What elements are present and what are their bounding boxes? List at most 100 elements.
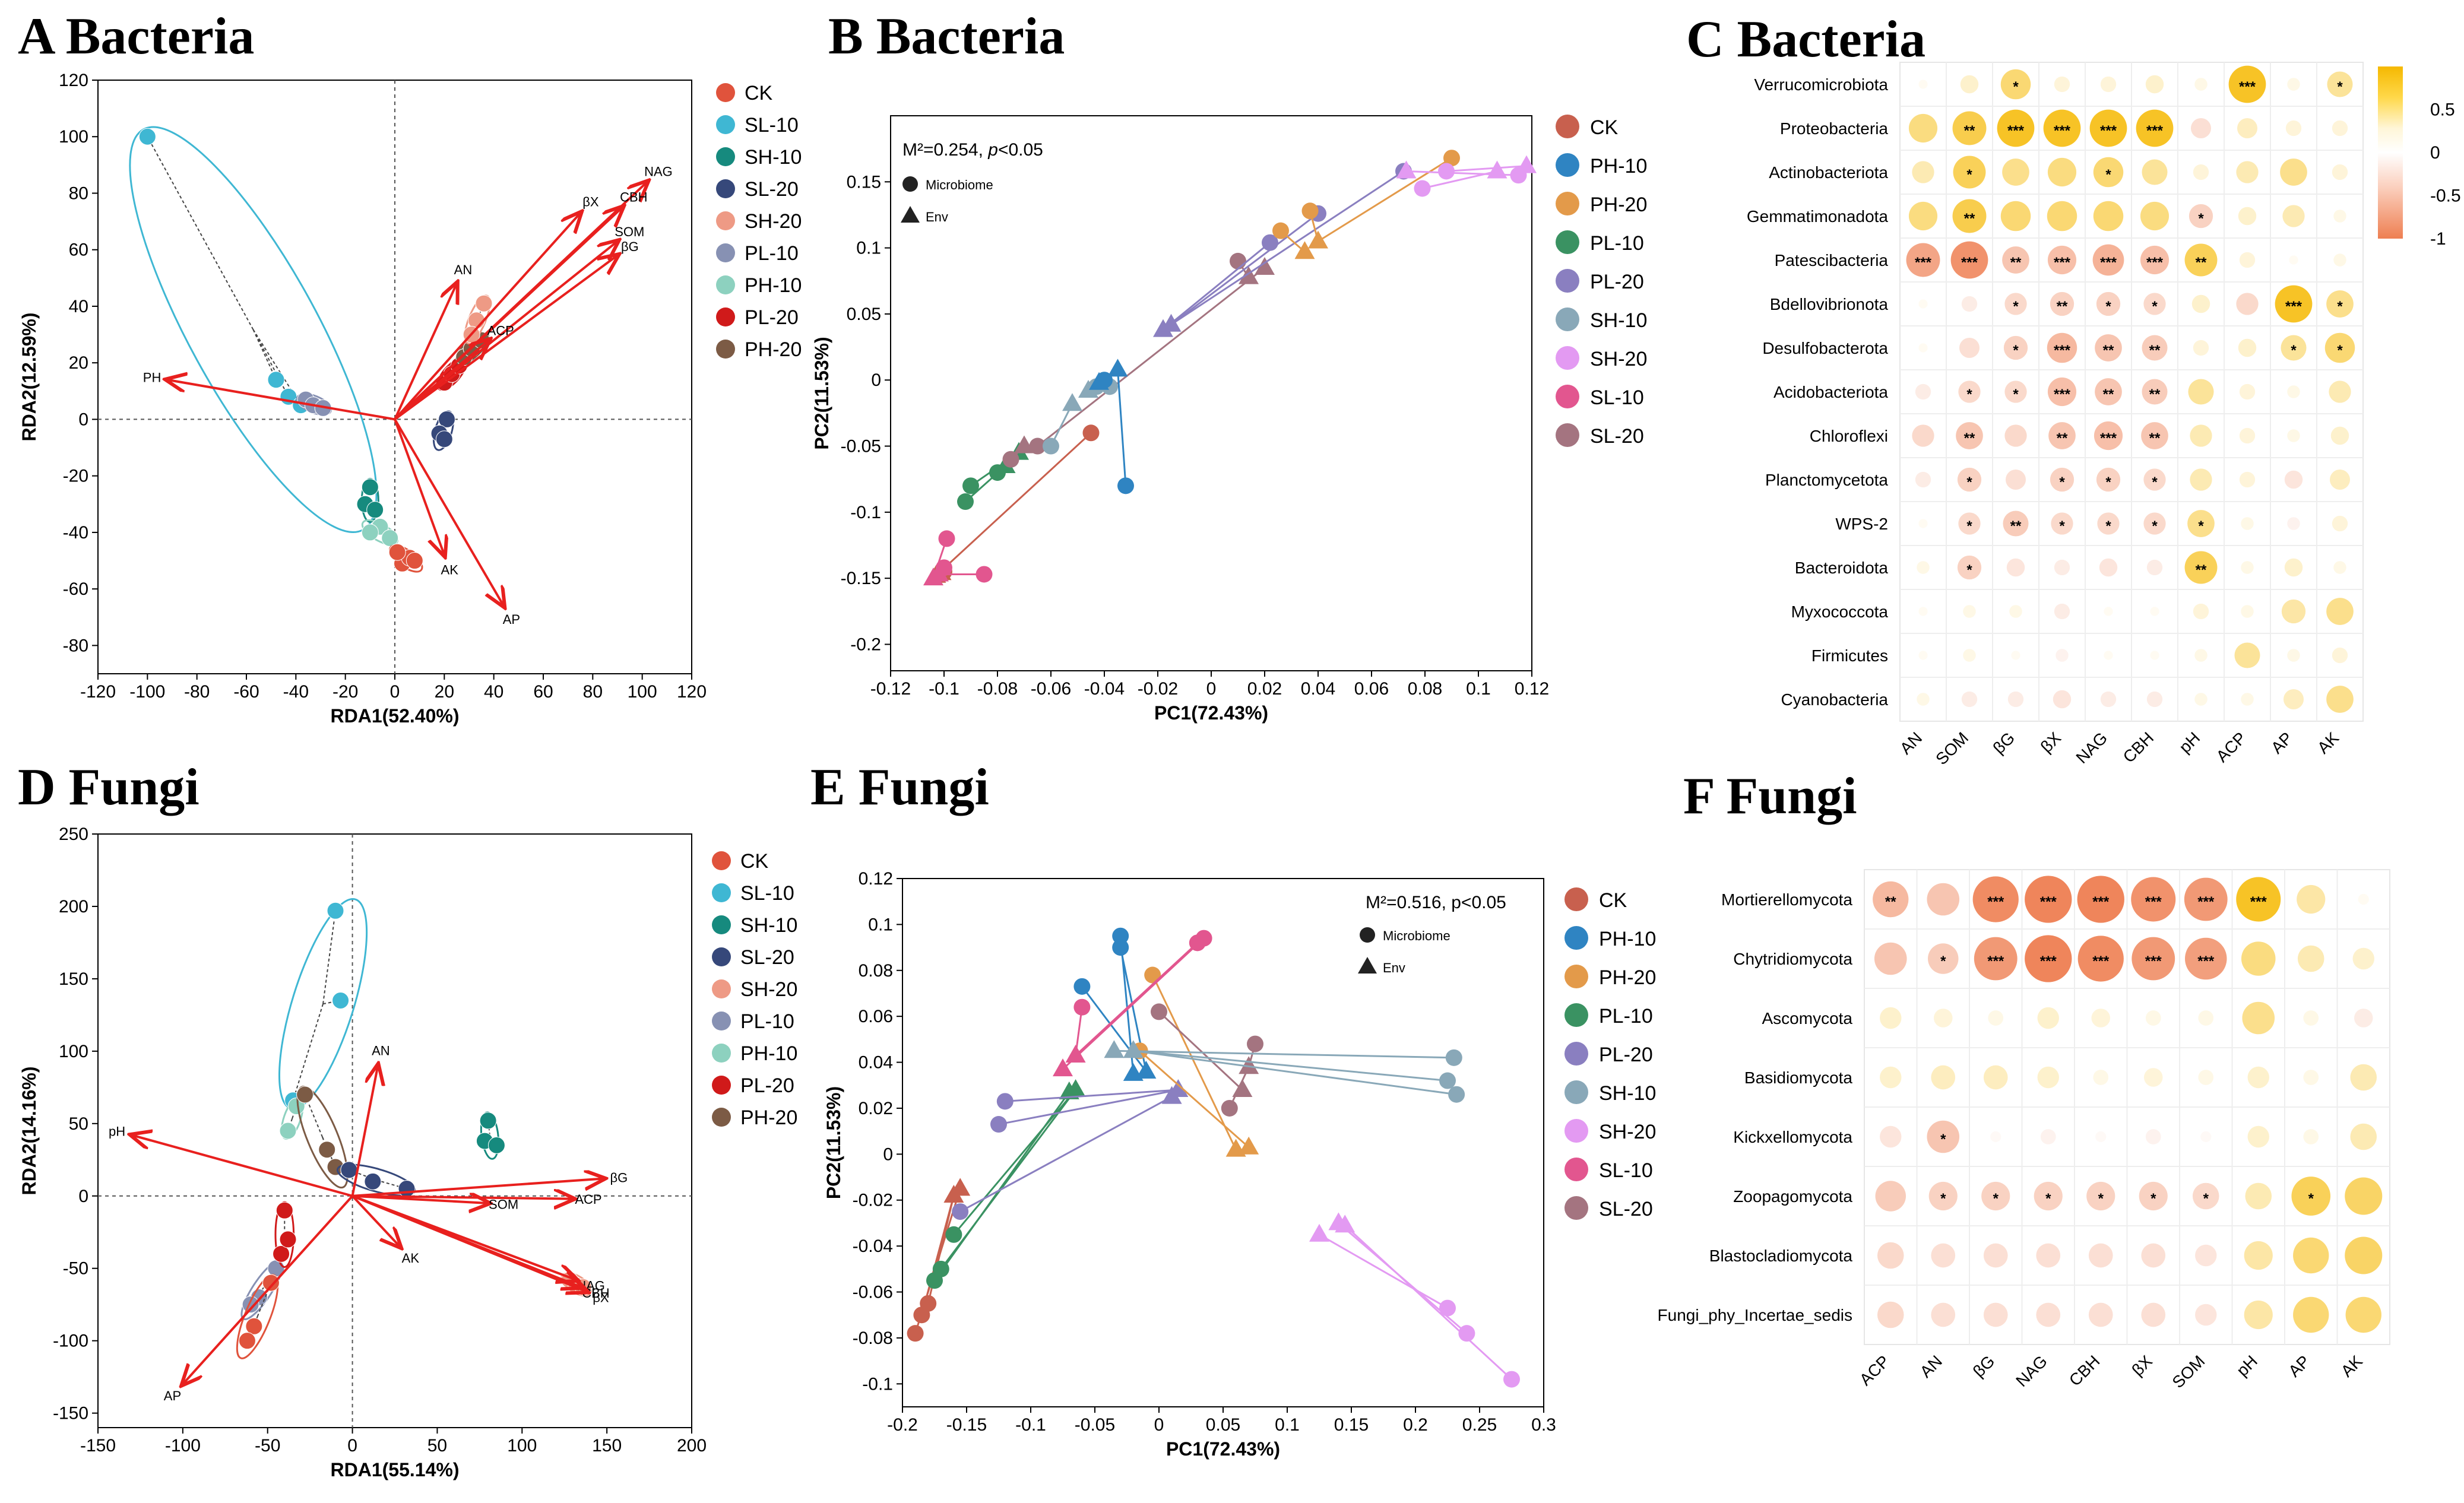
- correlation-dot: [2146, 559, 2163, 576]
- correlation-dot: [1972, 876, 2019, 922]
- procrustes-link: [1133, 1049, 1457, 1096]
- correlation-dot: [1956, 422, 1983, 449]
- colorbar-tick-label: -1: [2430, 229, 2446, 249]
- x-tick-label: -0.02: [1138, 679, 1178, 699]
- microbiome-point: [945, 1226, 962, 1243]
- correlation-dot: [2247, 1125, 2269, 1148]
- significance-mark: *: [1940, 1191, 1946, 1207]
- y-axis-label: PC2(11.53%): [811, 337, 832, 449]
- procrustes-link: [1133, 1049, 1448, 1082]
- correlation-dot: [2194, 649, 2208, 662]
- correlation-dot: [2095, 378, 2122, 405]
- microbiome-point: [1439, 1072, 1456, 1089]
- correlation-dot: [2241, 561, 2254, 574]
- significance-mark: *: [2308, 1191, 2314, 1207]
- correlation-dot: [2200, 1131, 2212, 1143]
- correlation-dot: [1959, 337, 1980, 359]
- correlation-dot: [1915, 471, 1931, 488]
- correlation-dot: [2077, 936, 2124, 982]
- correlation-dot: [2036, 1302, 2061, 1327]
- legend-label: SL-20: [1590, 425, 1644, 448]
- correlation-dot: [2291, 1177, 2331, 1216]
- correlation-dot: [1953, 156, 1986, 189]
- vector-label: AP: [503, 612, 520, 627]
- correlation-dot: [2303, 1129, 2319, 1144]
- significance-mark: *: [1966, 167, 1972, 183]
- correlation-dot: [1880, 1007, 1902, 1029]
- microbiome-point: [1002, 451, 1019, 468]
- spider-line: [252, 329, 277, 380]
- significance-mark: *: [2198, 211, 2204, 227]
- x-tick-label: 0.04: [1301, 679, 1335, 699]
- y-tick-label: 250: [59, 825, 88, 844]
- correlation-dot: [1927, 883, 1960, 916]
- significance-mark: **: [2057, 299, 2068, 315]
- data-point: [238, 1332, 256, 1350]
- procrustes-link: [1446, 165, 1527, 172]
- significance-mark: *: [2059, 474, 2065, 490]
- correlation-dot: [2241, 517, 2254, 530]
- significance-mark: **: [2149, 343, 2161, 359]
- correlation-dot: [2244, 1300, 2273, 1330]
- colorbar-tick-label: 0: [2430, 143, 2440, 163]
- microbiome-point: [1073, 978, 1091, 995]
- x-tick-label: 0.2: [1403, 1415, 1428, 1435]
- significance-mark: ***: [2146, 255, 2164, 271]
- correlation-dot: [2003, 510, 2029, 537]
- data-point: [361, 524, 379, 541]
- correlation-dot: [1931, 1065, 1956, 1090]
- legend-label: PL-10: [745, 242, 799, 265]
- significance-mark: *: [2105, 474, 2111, 490]
- panel-title: D Fungi: [18, 759, 199, 816]
- correlation-dot: [2194, 693, 2208, 706]
- env-vector: [351, 1195, 400, 1247]
- correlation-dot: [2184, 937, 2227, 980]
- column-label: AN: [1896, 728, 1925, 757]
- stat-annotation: M²=0.254, p<0.05: [902, 140, 1043, 160]
- env-point: [1136, 1061, 1157, 1079]
- env-vector: [351, 1066, 378, 1197]
- correlation-dot: [1912, 424, 1934, 447]
- legend-label: PL-20: [740, 1074, 794, 1097]
- legend-label: PH-10: [740, 1042, 797, 1065]
- y-tick-label: 40: [69, 297, 88, 316]
- significance-mark: **: [2149, 386, 2161, 402]
- significance-mark: ***: [2100, 123, 2117, 139]
- legend-label: SL-10: [740, 882, 794, 905]
- env-vector: [167, 380, 395, 421]
- correlation-dot: [1874, 942, 1907, 975]
- correlation-dot: [1983, 1065, 2008, 1090]
- correlation-dot: [2054, 603, 2070, 620]
- data-point: [275, 1201, 293, 1219]
- correlation-dot: [2188, 379, 2214, 405]
- panel-title: C Bacteria: [1686, 11, 1925, 68]
- correlation-dot: [2239, 252, 2256, 268]
- legend-marker: [712, 1011, 731, 1030]
- correlation-dot: [1915, 383, 1931, 400]
- row-label: WPS-2: [1835, 515, 1888, 533]
- correlation-dot: [2037, 1066, 2059, 1089]
- panel-E: E Fungi -0.2 -0.15 -0.1 -0.05 0 0.05 0.1 0.15 0.2…: [810, 759, 1656, 1460]
- significance-mark: ***: [2040, 894, 2057, 910]
- correlation-dot: [1950, 241, 1988, 279]
- correlation-dot: [2141, 422, 2168, 449]
- correlation-dot: [1917, 561, 1930, 574]
- x-tick-label: -100: [129, 682, 165, 702]
- microbiome-point: [952, 1203, 969, 1220]
- microbiome-point: [1414, 180, 1431, 197]
- significance-mark: **: [2010, 255, 2022, 271]
- correlation-dot: [2326, 598, 2354, 625]
- y-tick-label: 100: [59, 1042, 88, 1061]
- row-label: Gemmatimonadota: [1747, 207, 1889, 226]
- significance-mark: **: [2103, 343, 2114, 359]
- correlation-dot: [2193, 164, 2209, 180]
- correlation-dot: [2245, 1182, 2272, 1210]
- microbiome-point: [920, 1295, 937, 1312]
- correlation-dot: [2025, 876, 2072, 923]
- microbiome-point: [907, 1325, 924, 1342]
- legend-label: PL-20: [1590, 271, 1644, 293]
- correlation-dot: [2324, 332, 2355, 363]
- correlation-dot: [2333, 561, 2346, 574]
- env-point: [1062, 393, 1082, 411]
- correlation-dot: [1918, 651, 1928, 660]
